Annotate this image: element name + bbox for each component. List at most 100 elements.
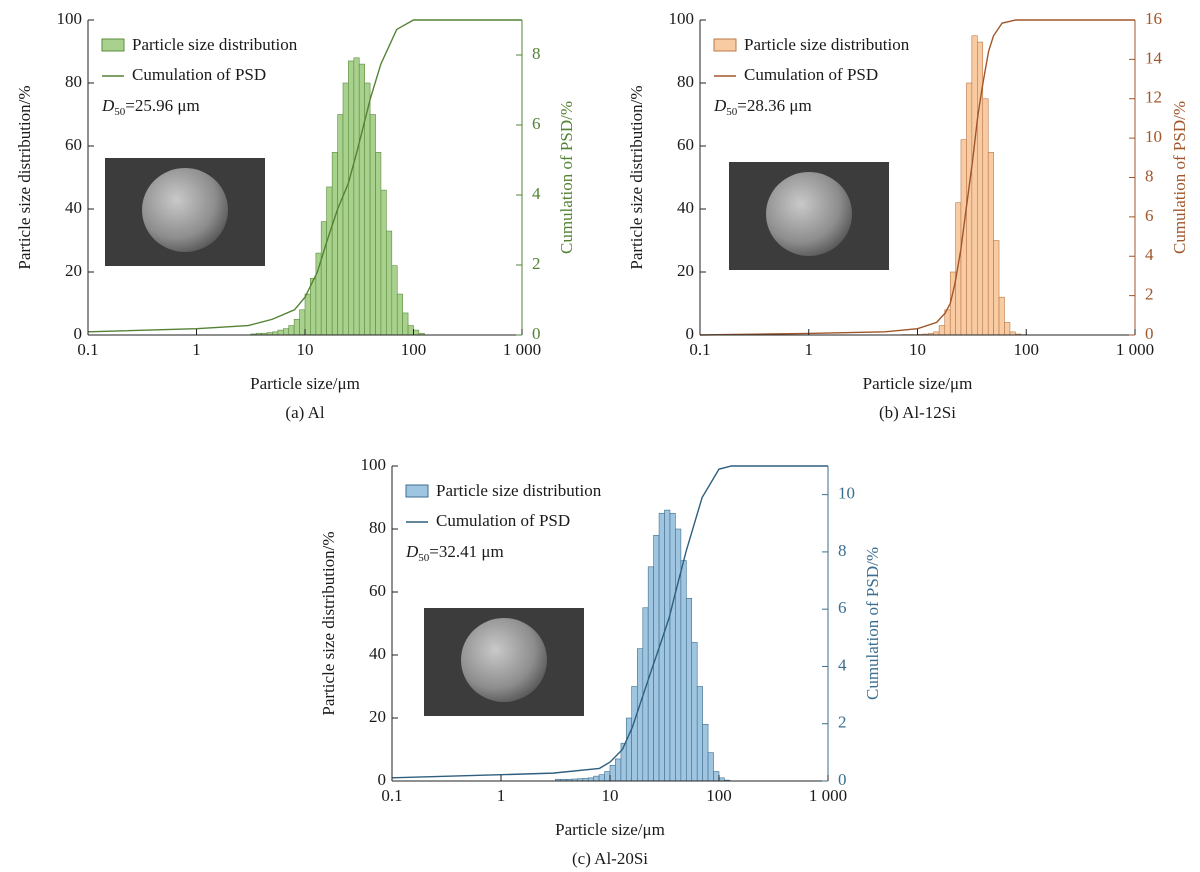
- histogram-bar: [620, 742, 627, 782]
- d50-value: =32.41 μm: [429, 542, 503, 561]
- y-tick-label: 60: [65, 135, 82, 154]
- histogram-bar: [310, 277, 317, 336]
- histogram-bar: [625, 717, 632, 782]
- sem-particle: [142, 168, 228, 252]
- legend-label: Cumulation of PSD: [744, 65, 878, 84]
- caption: (b) Al-12Si: [879, 403, 956, 422]
- histogram-bar: [664, 509, 671, 782]
- d50-symbol: D: [713, 96, 727, 115]
- y-tick-label: 100: [669, 9, 695, 28]
- histogram-bar: [386, 230, 393, 336]
- histogram-bar: [982, 98, 989, 336]
- y2-tick-label: 2: [838, 713, 847, 732]
- x-tick-label: 100: [706, 786, 732, 805]
- y2-tick-label: 2: [1145, 285, 1154, 304]
- histogram-bar: [396, 293, 403, 336]
- histogram-bar: [413, 329, 420, 336]
- histogram-bar: [609, 764, 616, 782]
- d50-value: =28.36 μm: [737, 96, 811, 115]
- y2-tick-label: 8: [838, 541, 847, 560]
- x-tick-label: 10: [297, 340, 314, 359]
- histogram-bar: [283, 328, 290, 336]
- histogram-bar: [998, 296, 1005, 336]
- sem-particle: [461, 618, 547, 702]
- y-tick-label: 100: [57, 9, 83, 28]
- histogram-bar: [320, 221, 327, 336]
- y2-tick-label: 4: [532, 184, 541, 203]
- y2-tick-label: 6: [838, 598, 847, 617]
- y-tick-label: 100: [361, 455, 387, 474]
- histogram-bar: [691, 642, 698, 782]
- y2-tick-label: 4: [1145, 245, 1154, 264]
- x-axis-label: Particle size/μm: [250, 374, 360, 393]
- y2-tick-label: 12: [1145, 88, 1162, 107]
- histogram-bar: [358, 63, 365, 336]
- y-tick-label: 20: [369, 707, 386, 726]
- y-tick-label: 80: [369, 518, 386, 537]
- histogram-bar: [353, 57, 360, 336]
- d50-symbol: D: [101, 96, 115, 115]
- histogram-bar: [337, 114, 344, 336]
- y2-tick-label: 8: [532, 44, 541, 63]
- d50-subscript: 50: [726, 106, 738, 118]
- y-tick-label: 60: [677, 135, 694, 154]
- histogram-bar: [696, 686, 703, 782]
- histogram-bar: [604, 771, 611, 782]
- y2-tick-label: 10: [838, 484, 855, 503]
- x-tick-label: 1 000: [809, 786, 847, 805]
- x-tick-label: 1: [805, 340, 814, 359]
- y2-tick-label: 10: [1145, 127, 1162, 146]
- histogram-bar: [407, 325, 414, 336]
- histogram-bar: [631, 686, 638, 782]
- y-axis-label: Particle size distribution/%: [319, 531, 338, 715]
- histogram-bar: [326, 186, 333, 336]
- histogram-bar: [288, 325, 295, 336]
- histogram-bar: [293, 318, 300, 336]
- histogram-bar: [348, 60, 355, 336]
- x-tick-label: 100: [401, 340, 427, 359]
- x-tick-label: 1: [497, 786, 506, 805]
- legend-label: Cumulation of PSD: [132, 65, 266, 84]
- histogram-bar: [364, 82, 371, 336]
- histogram-bar: [938, 325, 946, 336]
- y2-tick-label: 0: [838, 770, 847, 789]
- histogram-bar: [653, 534, 660, 782]
- histogram-bar: [987, 152, 994, 336]
- y-tick-label: 80: [677, 72, 694, 91]
- y2-tick-label: 6: [1145, 206, 1154, 225]
- y2-tick-label: 0: [532, 324, 541, 343]
- y-tick-label: 0: [686, 324, 695, 343]
- x-tick-label: 0.1: [77, 340, 98, 359]
- x-tick-label: 1 000: [1116, 340, 1154, 359]
- y2-tick-label: 8: [1145, 166, 1154, 185]
- x-tick-label: 10: [602, 786, 619, 805]
- x-tick-label: 10: [909, 340, 926, 359]
- x-axis-label: Particle size/μm: [555, 820, 665, 839]
- histogram-bar: [598, 774, 605, 782]
- legend-label: Particle size distribution: [132, 35, 298, 54]
- y-tick-label: 80: [65, 72, 82, 91]
- legend-swatch: [101, 38, 125, 52]
- histogram-bar: [375, 152, 382, 336]
- d50-annotation: D50=32.41 μm: [405, 542, 504, 564]
- histogram-bar: [955, 202, 962, 336]
- legend-swatch: [713, 38, 737, 52]
- y-tick-label: 20: [65, 261, 82, 280]
- x-tick-label: 1: [192, 340, 201, 359]
- y-tick-label: 20: [677, 261, 694, 280]
- x-axis-label: Particle size/μm: [863, 374, 973, 393]
- histogram-bar: [1004, 322, 1011, 336]
- y-tick-label: 0: [74, 324, 83, 343]
- y2-tick-label: 16: [1145, 9, 1162, 28]
- histogram-bar: [380, 189, 387, 336]
- histogram-bar: [342, 82, 349, 336]
- histogram-bar: [966, 82, 973, 336]
- histogram-bar: [680, 560, 687, 782]
- legend-label: Particle size distribution: [436, 481, 602, 500]
- x-tick-label: 100: [1014, 340, 1040, 359]
- histogram-bar: [675, 528, 682, 782]
- y2-tick-label: 0: [1145, 324, 1154, 343]
- d50-annotation: D50=25.96 μm: [101, 96, 200, 118]
- histogram-bar: [669, 512, 676, 782]
